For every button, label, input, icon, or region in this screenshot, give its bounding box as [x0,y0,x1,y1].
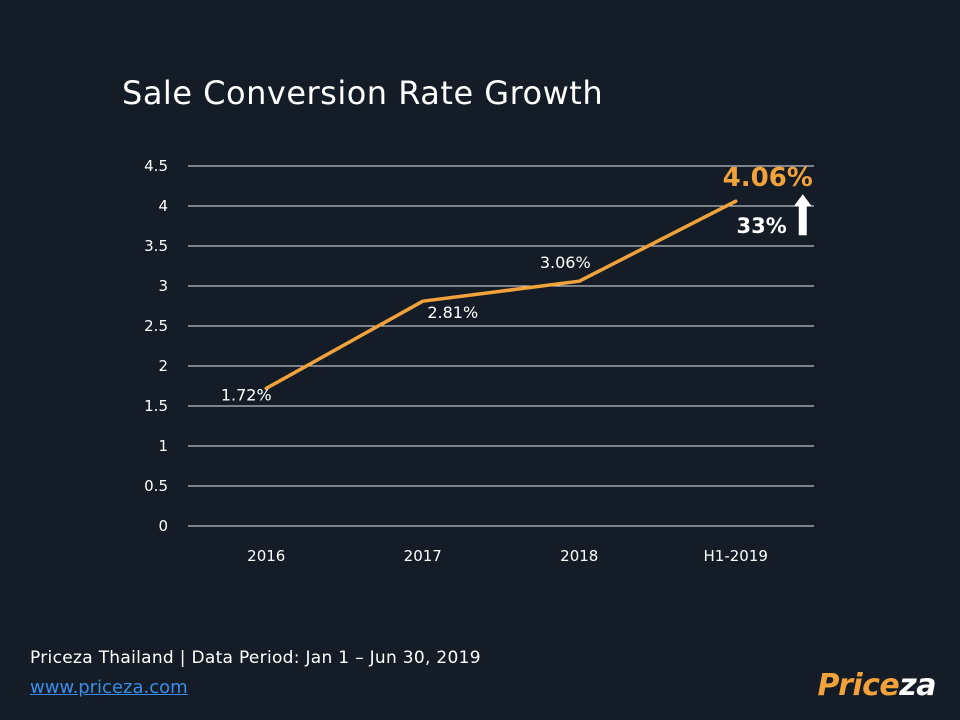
data-labels: 1.72% 2.81% 3.06% 4.06% [221,163,813,404]
y-tick-label: 4.5 [144,157,168,175]
y-axis-ticks: 0 0.5 1 1.5 2 2.5 3 3.5 4 4.5 [144,157,168,535]
y-tick-label: 0 [158,517,168,535]
y-tick-label: 3.5 [144,237,168,255]
series-line [264,199,738,391]
line-chart: 0 0.5 1 1.5 2 2.5 3 3.5 4 4.5 2016 2017 2018 H1-2019… [144,157,814,565]
chart-title: Sale Conversion Rate Growth [122,74,604,112]
up-arrow-icon [793,194,812,236]
data-source-footer: Priceza Thailand | Data Period: Jan 1 – … [30,648,481,668]
priceza-logo: Priceza [818,668,937,703]
x-tick-label: 2017 [404,547,442,565]
y-tick-label: 1.5 [144,397,168,415]
x-tick-label: 2018 [560,547,598,565]
series-line-0 [264,199,738,391]
y-tick-label: 2 [158,357,168,375]
x-tick-label: 2016 [247,547,285,565]
y-tick-label: 0.5 [144,477,168,495]
y-tick-label: 1 [158,437,168,455]
logo-part-za: za [899,668,936,703]
logo-part-price: Price [817,668,900,703]
data-label: 1.72% [221,385,272,404]
y-tick-label: 4 [158,197,168,215]
priceza-website-link[interactable]: www.priceza.com [30,677,188,698]
y-tick-label: 2.5 [144,317,168,335]
grid-lines [188,165,814,527]
data-label: 2.81% [427,303,478,322]
y-tick-label: 3 [158,277,168,295]
x-tick-label: H1-2019 [704,547,768,565]
growth-percent-label: 33% [736,214,786,238]
data-label: 3.06% [540,253,591,272]
growth-annotation: 33% [736,194,812,238]
x-axis-ticks: 2016 2017 2018 H1-2019 [247,547,768,565]
highlight-value-label: 4.06% [723,163,813,193]
